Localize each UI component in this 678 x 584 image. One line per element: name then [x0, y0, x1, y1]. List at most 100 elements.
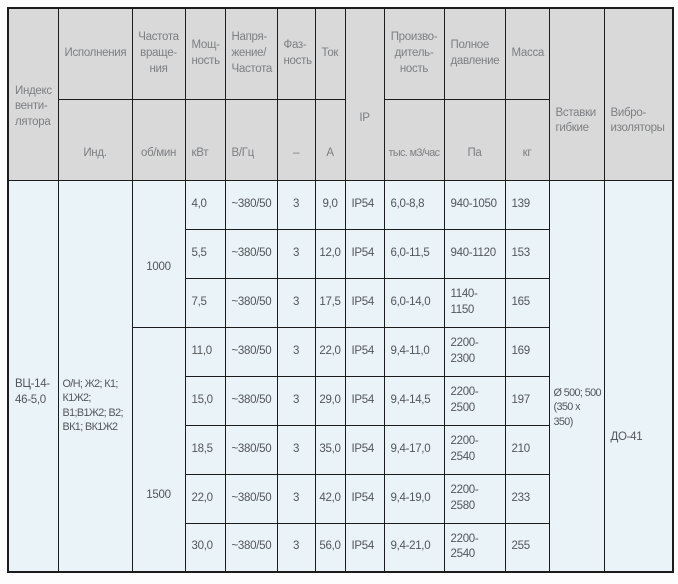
cell-ip: IP54 [344, 277, 385, 328]
cell-ip: IP54 [344, 326, 385, 377]
cell-mass: 169 [504, 326, 550, 377]
header-capacity: Произво- дитель- ность [383, 7, 445, 100]
cell-capacity: 6,0-8,8 [383, 179, 445, 230]
cell-mass: 255 [504, 522, 550, 573]
cell-capacity: 6,0-11,5 [383, 228, 445, 279]
cell-pressure: 2200-2580 [443, 473, 506, 524]
fan-spec-table: Индекс венти- лятора Исполнения Частота … [7, 7, 674, 573]
cell-mass: 139 [504, 179, 550, 230]
header-unit-pa: Па [443, 98, 506, 181]
header-rotation-speed: Частота враще- ния [131, 7, 186, 100]
table-row: 22,0 ~380/50 3 42,0 IP54 9,4-19,0 2200-2… [8, 473, 673, 524]
cell-phases: 3 [276, 326, 316, 377]
cell-capacity: 9,4-17,0 [383, 424, 445, 475]
cell-current: 35,0 [314, 424, 346, 475]
cell-phases: 3 [276, 179, 316, 230]
header-unit-dash: – [276, 98, 316, 181]
cell-ip: IP54 [344, 424, 385, 475]
header-unit-thousand-m3-h: тыс. м3/час [383, 98, 445, 181]
cell-current: 22,0 [314, 326, 346, 377]
header-unit-rpm: об/мин [131, 98, 186, 181]
cell-current: 17,5 [314, 277, 346, 328]
header-unit-kw: кВт [184, 98, 226, 181]
header-unit-kg: кг [504, 98, 550, 181]
cell-power: 30,0 [184, 522, 226, 573]
cell-power: 7,5 [184, 277, 226, 328]
cell-power: 4,0 [184, 179, 226, 230]
cell-mass: 165 [504, 277, 550, 328]
header-current: Ток [314, 7, 346, 100]
cell-pressure: 2200-2540 [443, 522, 506, 573]
header-row-2: Инд. об/мин кВт В/Гц – А тыс. м3/час Па … [8, 98, 673, 181]
cell-fan-index: ВЦ-14- 46-5,0 [7, 179, 59, 573]
cell-mass: 197 [504, 375, 550, 426]
cell-voltage: ~380/50 [224, 228, 278, 279]
cell-pressure: 940-1050 [443, 179, 506, 230]
table-row: 30,0 ~380/50 3 56,0 IP54 9,4-21,0 2200-2… [8, 522, 673, 573]
cell-current: 9,0 [314, 179, 346, 230]
cell-phases: 3 [276, 228, 316, 279]
cell-capacity: 9,4-21,0 [383, 522, 445, 573]
cell-voltage: ~380/50 [224, 375, 278, 426]
header-unit-ind: Инд. [57, 98, 133, 181]
cell-capacity: 6,0-14,0 [383, 277, 445, 328]
cell-phases: 3 [276, 522, 316, 573]
cell-ip: IP54 [344, 228, 385, 279]
cell-ip: IP54 [344, 179, 385, 230]
cell-voltage: ~380/50 [224, 179, 278, 230]
cell-power: 22,0 [184, 473, 226, 524]
header-ip: IP [344, 7, 385, 181]
cell-ip: IP54 [344, 375, 385, 426]
cell-power: 11,0 [184, 326, 226, 377]
cell-pressure: 940-1120 [443, 228, 506, 279]
cell-mass: 153 [504, 228, 550, 279]
cell-pressure: 2200-2540 [443, 424, 506, 475]
cell-speed-1000: 1000 [131, 179, 186, 328]
cell-phases: 3 [276, 424, 316, 475]
cell-mass: 233 [504, 473, 550, 524]
cell-pressure: 1140-1150 [443, 277, 506, 328]
cell-current: 29,0 [314, 375, 346, 426]
cell-phases: 3 [276, 277, 316, 328]
cell-executions: О/Н; Ж2; К1; К1Ж2; В1;В1Ж2; В2; ВК1; ВК1… [57, 179, 133, 573]
cell-phases: 3 [276, 473, 316, 524]
cell-pressure: 2200-2300 [443, 326, 506, 377]
header-mass: Масса [504, 7, 550, 100]
header-voltage-frequency: Напря- жение/ Частота [224, 7, 278, 100]
table-row: 7,5 ~380/50 3 17,5 IP54 6,0-14,0 1140-11… [8, 277, 673, 328]
table-row: 5,5 ~380/50 3 12,0 IP54 6,0-11,5 940-112… [8, 228, 673, 279]
cell-power: 18,5 [184, 424, 226, 475]
header-power: Мощ- ность [184, 7, 226, 100]
cell-voltage: ~380/50 [224, 326, 278, 377]
cell-capacity: 9,4-19,0 [383, 473, 445, 524]
cell-voltage: ~380/50 [224, 522, 278, 573]
cell-speed-1500: 1500 [131, 326, 186, 573]
cell-voltage: ~380/50 [224, 473, 278, 524]
header-unit-v-hz: В/Гц [224, 98, 278, 181]
cell-current: 12,0 [314, 228, 346, 279]
cell-pressure: 2200-2500 [443, 375, 506, 426]
header-unit-amp: А [314, 98, 346, 181]
cell-phases: 3 [276, 375, 316, 426]
cell-power: 15,0 [184, 375, 226, 426]
cell-voltage: ~380/50 [224, 277, 278, 328]
cell-power: 5,5 [184, 228, 226, 279]
header-pressure: Полное давление [443, 7, 506, 100]
cell-capacity: 9,4-11,0 [383, 326, 445, 377]
cell-current: 42,0 [314, 473, 346, 524]
header-executions: Исполнения [57, 7, 133, 100]
table-row: 15,0 ~380/50 3 29,0 IP54 9,4-14,5 2200-2… [8, 375, 673, 426]
cell-mass: 210 [504, 424, 550, 475]
header-flexible-inserts: Вставки гибкие [548, 7, 605, 181]
header-fan-index: Индекс венти- лятора [7, 7, 59, 181]
cell-current: 56,0 [314, 522, 346, 573]
cell-flexible-inserts: Ø 500; 500 (350 x 350) [548, 179, 605, 573]
cell-vibration-isolators: ДО-41 [603, 179, 674, 573]
cell-capacity: 9,4-14,5 [383, 375, 445, 426]
header-row-1: Индекс венти- лятора Исполнения Частота … [7, 7, 674, 181]
cell-voltage: ~380/50 [224, 424, 278, 475]
header-phases: Фаз- ность [276, 7, 316, 100]
cell-ip: IP54 [344, 522, 385, 573]
table-row: 1500 11,0 ~380/50 3 22,0 IP54 9,4-11,0 2… [8, 326, 673, 573]
